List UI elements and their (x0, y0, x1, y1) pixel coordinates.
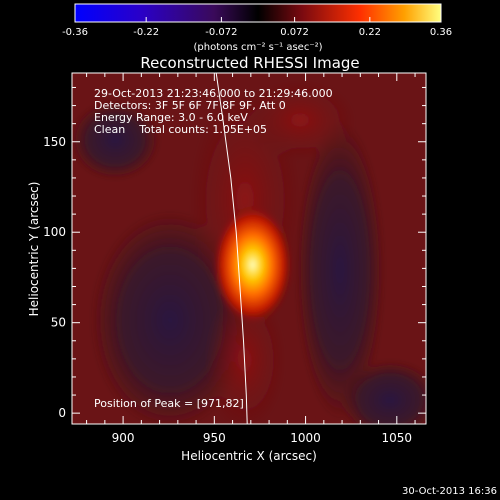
y-axis-ticks: 0 50 100 150 (43, 86, 426, 420)
plot-area: 900 950 1000 1050 0 50 100 150 29-Oct-2013 21:… (43, 72, 427, 445)
bright-ridge-lower (205, 290, 285, 424)
bright-ridge-upper-right (245, 80, 355, 160)
info-line-1: 29-Oct-2013 21:23:46.000 to 21:29:46.000 (94, 87, 333, 100)
colorbar-tick-label: -0.36 (62, 27, 88, 38)
solar-limb-curve (215, 73, 248, 424)
y-axis-label: Heliocentric Y (arcsec) (27, 182, 41, 317)
colorbar-unit-label: (photons cm⁻² s⁻¹ asec⁻²) (193, 42, 322, 53)
y-tick-label: 150 (43, 135, 66, 149)
colorbar-tick-label: 0.36 (430, 27, 452, 38)
colorbar-tick-label: 0.22 (359, 27, 381, 38)
plot-frame (71, 72, 427, 425)
chart-title: Reconstructed RHESSI Image (140, 54, 359, 72)
negative-lobe-top-left (72, 100, 160, 180)
y-tick-label: 50 (51, 316, 66, 330)
timestamp: 30-Oct-2013 16:36 (402, 486, 497, 497)
y-tick-label: 0 (58, 406, 66, 420)
x-tick-label: 900 (112, 431, 135, 445)
colorbar-tick-label: -0.22 (133, 27, 159, 38)
peak-position-label: Position of Peak = [971,82] (94, 397, 244, 410)
x-axis-label: Heliocentric X (arcsec) (181, 449, 317, 463)
colorbar-gradient (74, 3, 442, 23)
x-axis-ticks: 900 950 1000 1050 (86, 73, 416, 445)
negative-lobe-right (295, 120, 385, 420)
colorbar-tick-label: 0.072 (280, 27, 309, 38)
colorbar-tick-label: -0.072 (205, 27, 237, 38)
heatmap-image (72, 73, 426, 424)
negative-lobe-bottom (340, 360, 426, 424)
x-tick-label: 1000 (290, 431, 321, 445)
info-line-2: Detectors: 3F 5F 6F 7F 8F 9F, Att 0 (94, 99, 286, 112)
colorbar: -0.36 -0.22 -0.072 0.072 0.22 0.36 (photons c… (62, 3, 452, 53)
x-tick-label: 950 (203, 431, 226, 445)
peak-emission (212, 204, 293, 325)
y-tick-label: 100 (43, 225, 66, 239)
info-line-4: Clean Total counts: 1.05E+05 (94, 123, 267, 136)
x-tick-label: 1050 (382, 431, 413, 445)
info-line-3: Energy Range: 3.0 - 6.0 keV (94, 111, 248, 124)
